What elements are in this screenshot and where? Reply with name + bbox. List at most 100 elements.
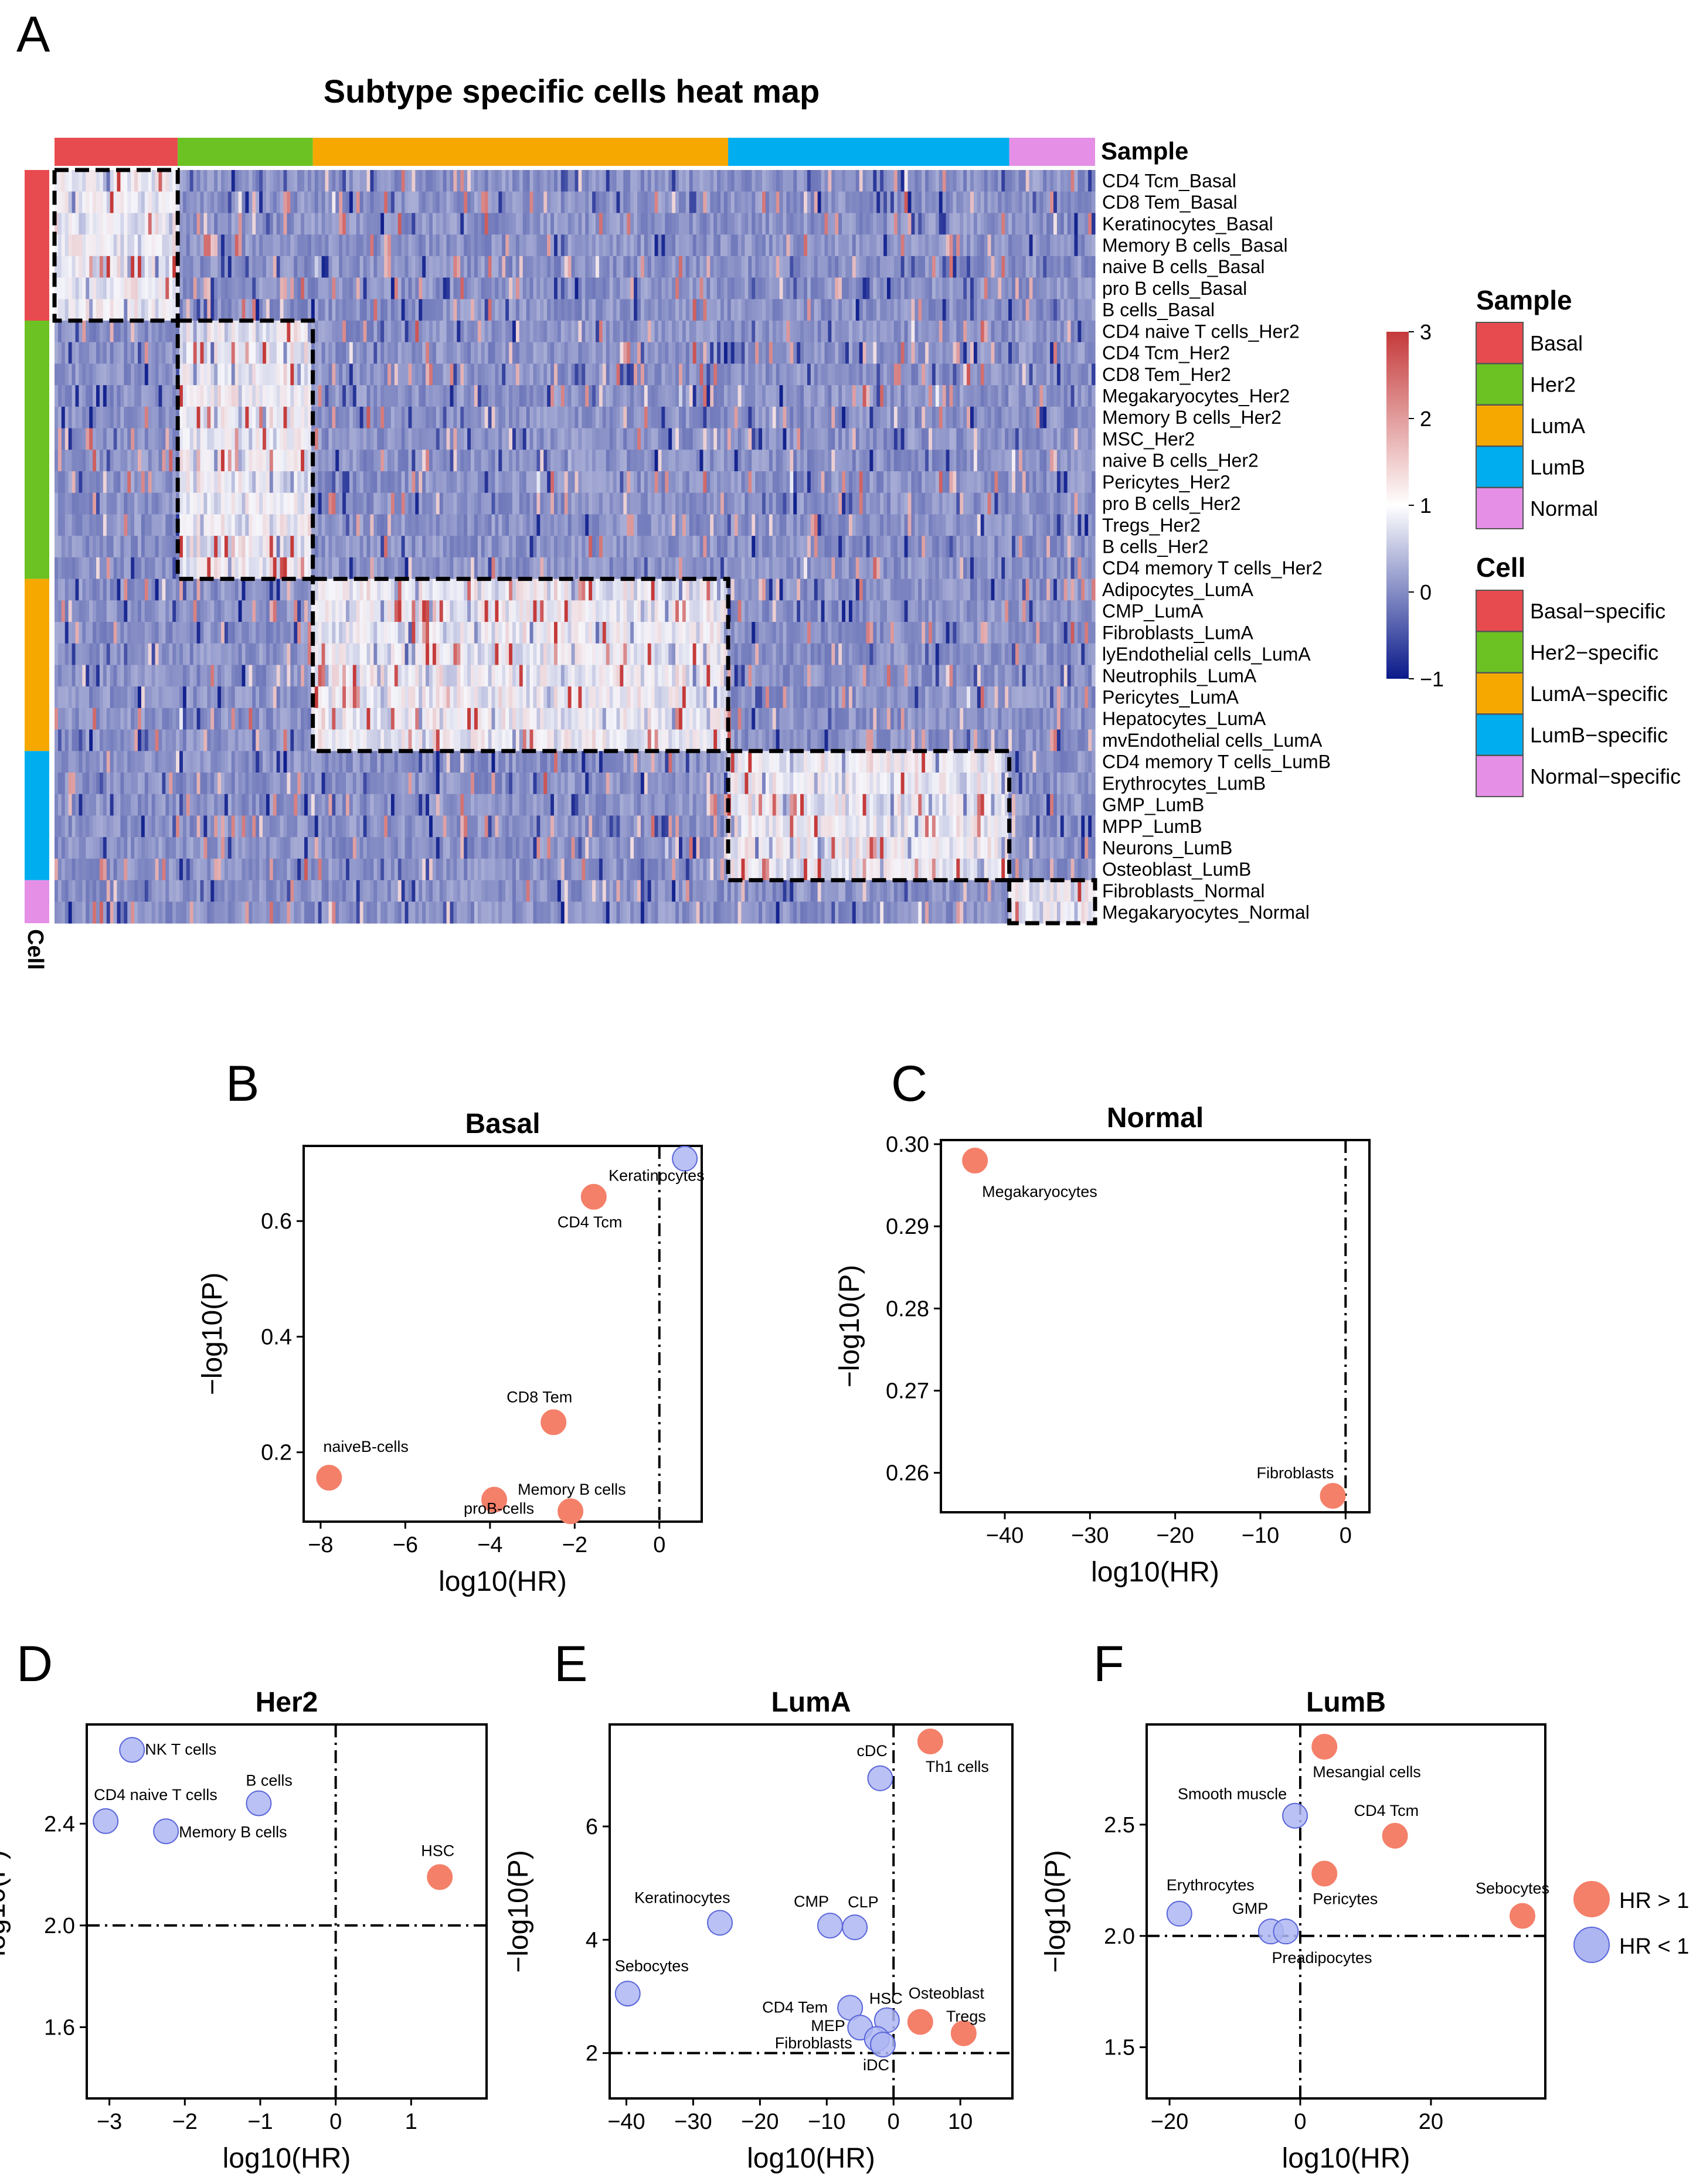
heatmap-cell: [627, 406, 631, 429]
heatmap-cell: [522, 299, 527, 321]
heatmap-cell: [1092, 471, 1096, 494]
heatmap-cell: [495, 234, 499, 257]
heatmap-cell: [984, 170, 988, 192]
heatmap-cell: [596, 299, 600, 321]
heatmap-cell: [165, 492, 169, 515]
heatmap-cell: [893, 450, 898, 472]
heatmap-cell: [970, 342, 974, 365]
heatmap-cell: [311, 277, 315, 300]
heatmap-cell: [599, 428, 603, 450]
heatmap-cell: [547, 406, 551, 429]
heatmap-cell: [578, 385, 582, 407]
heatmap-cell: [460, 514, 464, 536]
heatmap-cell: [72, 256, 76, 278]
heatmap-cell: [828, 385, 832, 407]
heatmap-cell: [824, 321, 829, 343]
heatmap-cell: [987, 170, 992, 192]
heatmap-cell: [939, 363, 943, 386]
heatmap-cell: [560, 234, 565, 257]
heatmap-cell: [599, 321, 603, 343]
heatmap-cell: [925, 170, 929, 192]
heatmap-cell: [419, 471, 423, 494]
heatmap-cell: [68, 256, 73, 278]
heatmap-cell: [509, 213, 513, 235]
heatmap-cell: [582, 299, 586, 321]
heatmap-cell: [814, 342, 818, 365]
heatmap-cell: [252, 471, 256, 494]
heatmap-cell: [703, 170, 707, 192]
heatmap-cell: [710, 471, 714, 494]
heatmap-cell: [72, 450, 76, 472]
heatmap-cell: [810, 170, 815, 192]
heatmap-cell: [89, 277, 93, 300]
heatmap-cell: [1046, 321, 1051, 343]
heatmap-cell: [158, 321, 163, 343]
heatmap-cell: [276, 277, 281, 300]
heatmap-cell: [186, 299, 191, 321]
heatmap-cell: [203, 363, 208, 386]
heatmap-cell: [124, 191, 128, 214]
heatmap-cell: [887, 471, 891, 494]
heatmap-cell: [797, 321, 801, 343]
heatmap-cell: [1043, 450, 1047, 472]
heatmap-cell: [737, 363, 742, 386]
heatmap-cell: [1063, 191, 1068, 214]
heatmap-cell: [481, 277, 485, 300]
heatmap-cell: [453, 234, 457, 257]
heatmap-cell: [922, 342, 926, 365]
heatmap-cell: [182, 256, 187, 278]
heatmap-cell: [522, 191, 527, 214]
heatmap-cell: [252, 256, 256, 278]
heatmap-cell: [207, 492, 211, 515]
heatmap-cell: [148, 342, 152, 365]
heatmap-cell: [328, 471, 332, 494]
heatmap-cell: [82, 191, 86, 214]
heatmap-cell: [502, 342, 506, 365]
heatmap-cell: [967, 213, 971, 235]
heatmap-cell: [994, 277, 998, 300]
heatmap-cell: [717, 406, 721, 429]
heatmap-cell: [1053, 385, 1058, 407]
heatmap-cell: [890, 342, 895, 365]
heatmap-cell: [491, 385, 496, 407]
heatmap-cell: [471, 234, 475, 257]
heatmap-cell: [165, 363, 169, 386]
heatmap-cell: [1046, 234, 1051, 257]
heatmap-cell: [1036, 213, 1040, 235]
heatmap-cell: [245, 363, 249, 386]
heatmap-cell: [762, 492, 766, 515]
heatmap-cell: [207, 299, 211, 321]
heatmap-cell: [488, 299, 492, 321]
heatmap-cell: [679, 191, 683, 214]
cell-annotation-label: Cell: [23, 929, 47, 970]
heatmap-cell: [1032, 428, 1037, 450]
heatmap-cell: [779, 492, 784, 515]
heatmap-cell: [335, 450, 339, 472]
heatmap-cell: [1001, 191, 1005, 214]
heatmap-cell: [144, 234, 149, 257]
heatmap-cell: [408, 514, 413, 536]
heatmap-cell: [522, 213, 527, 235]
heatmap-cell: [929, 492, 933, 515]
heatmap-cell: [741, 234, 746, 257]
heatmap-cell: [578, 492, 582, 515]
heatmap-cell: [210, 385, 215, 407]
heatmap-cell: [124, 514, 128, 536]
heatmap-cell: [124, 277, 128, 300]
heatmap-cell: [283, 514, 288, 536]
heatmap-cell: [1008, 299, 1012, 321]
heatmap-cell: [786, 342, 790, 365]
heatmap-cell: [1046, 170, 1051, 192]
heatmap-cell: [842, 170, 846, 192]
heatmap-cell: [1077, 299, 1082, 321]
heatmap-cell: [412, 471, 416, 494]
heatmap-cell: [589, 213, 593, 235]
heatmap-cell: [893, 428, 898, 450]
heatmap-cell: [401, 450, 406, 472]
heatmap-cell: [522, 492, 527, 515]
panel-letter-d: D: [16, 1636, 53, 1692]
heatmap-cell: [797, 385, 801, 407]
heatmap-cell: [1053, 191, 1058, 214]
heatmap-cell: [61, 234, 66, 257]
heatmap-cell: [172, 471, 176, 494]
